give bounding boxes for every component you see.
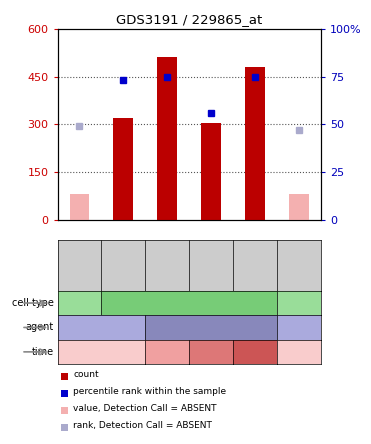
Text: time: time — [32, 347, 54, 357]
Text: percentile rank within the sample: percentile rank within the sample — [73, 387, 227, 396]
Text: none: none — [286, 322, 312, 333]
Text: GSM198945: GSM198945 — [250, 242, 260, 289]
Text: Natural killer cell: Natural killer cell — [145, 298, 234, 308]
Bar — [114, 118, 133, 220]
Text: 8 h: 8 h — [203, 347, 219, 357]
Bar — [289, 194, 309, 220]
Text: cell type: cell type — [12, 298, 54, 308]
Text: GSM198943: GSM198943 — [163, 242, 172, 289]
Text: GSM198958: GSM198958 — [75, 242, 84, 288]
Text: GSM198944: GSM198944 — [207, 242, 216, 289]
Text: GSM198942: GSM198942 — [119, 242, 128, 288]
Text: 2 h: 2 h — [159, 347, 175, 357]
Text: IL-2: IL-2 — [202, 322, 221, 333]
Text: control: control — [83, 347, 119, 357]
Text: lymphoid
tissues: lymphoid tissues — [279, 293, 319, 313]
Title: GDS3191 / 229865_at: GDS3191 / 229865_at — [116, 13, 262, 26]
Bar — [201, 123, 221, 220]
Text: rank, Detection Call = ABSENT: rank, Detection Call = ABSENT — [73, 421, 212, 430]
Text: GSM198959: GSM198959 — [295, 242, 303, 289]
Bar — [70, 194, 89, 220]
Text: control: control — [281, 347, 317, 357]
Text: count: count — [73, 370, 99, 379]
Text: value, Detection Call = ABSENT: value, Detection Call = ABSENT — [73, 404, 217, 413]
Text: agent: agent — [26, 322, 54, 333]
Text: 24 h: 24 h — [243, 347, 267, 357]
Bar — [157, 58, 177, 220]
Bar — [245, 67, 265, 220]
Text: none: none — [88, 322, 114, 333]
Text: CD8 posit
ive T cell: CD8 posit ive T cell — [59, 293, 100, 313]
